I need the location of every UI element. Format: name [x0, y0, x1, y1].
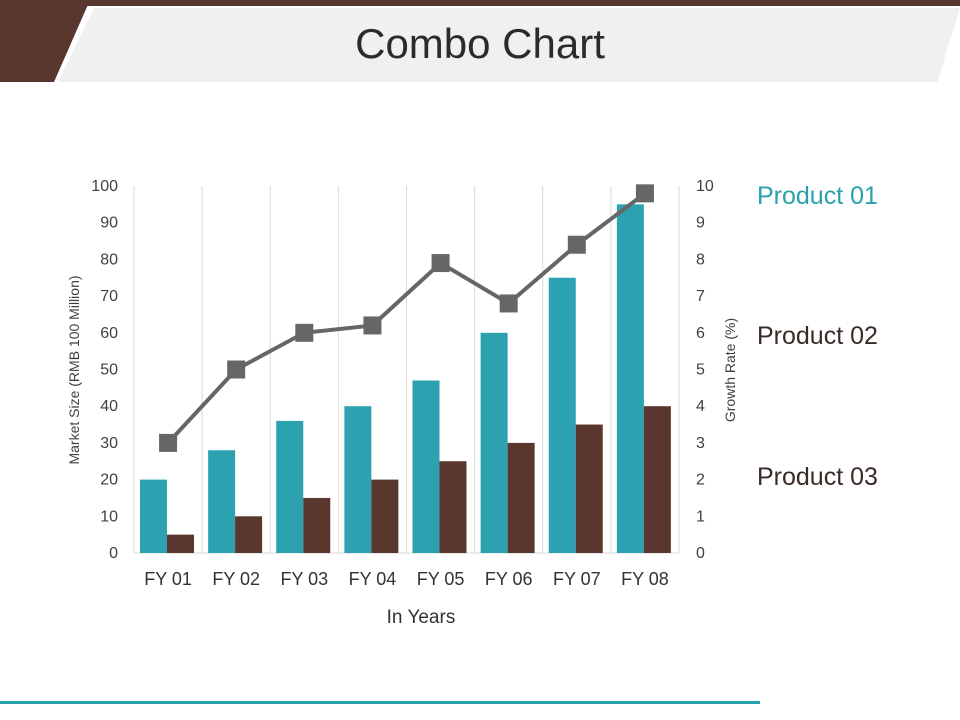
y2-tick-label: 8	[696, 251, 705, 268]
bar-product-02	[303, 497, 331, 553]
bar-product-01	[548, 277, 576, 553]
y-tick-label: 20	[100, 472, 118, 489]
y-tick-label: 80	[100, 251, 118, 268]
bar-product-02	[643, 406, 671, 553]
line-marker-product-03	[567, 235, 586, 254]
y-tick-label: 10	[100, 508, 118, 525]
x-tick-label: FY 07	[553, 569, 601, 589]
y-tick-label: 70	[100, 288, 118, 305]
line-marker-product-03	[499, 294, 518, 313]
x-tick-label: FY 01	[144, 569, 192, 589]
bar-product-02	[371, 479, 399, 553]
bar-product-02	[575, 424, 603, 553]
y-tick-label: 100	[91, 178, 118, 195]
y2-tick-label: 3	[696, 435, 705, 452]
title-band	[58, 8, 960, 82]
line-marker-product-03	[159, 433, 178, 452]
y2-tick-label: 7	[696, 288, 705, 305]
x-tick-label: FY 06	[485, 569, 533, 589]
bar-product-02	[507, 442, 535, 553]
bar-product-02	[439, 461, 467, 553]
line-marker-product-03	[227, 360, 246, 379]
x-tick-label: FY 05	[417, 569, 465, 589]
bar-product-01	[616, 204, 644, 553]
legend-item-product-02: Product 02	[757, 322, 878, 350]
y-tick-label: 60	[100, 325, 118, 342]
y2-tick-label: 4	[696, 398, 705, 415]
top-accent-strip	[0, 0, 960, 6]
y2-tick-label: 5	[696, 362, 705, 379]
line-marker-product-03	[635, 184, 654, 203]
x-tick-label: FY 03	[280, 569, 328, 589]
y-tick-label: 90	[100, 215, 118, 232]
bar-product-01	[344, 406, 372, 553]
line-marker-product-03	[363, 316, 382, 335]
y2-tick-label: 6	[696, 325, 705, 342]
line-marker-product-03	[295, 323, 314, 342]
y-axis-title: Market Size (RMB 100 Million)	[66, 275, 82, 464]
legend-item-product-03: Product 03	[757, 463, 878, 491]
legend-item-product-01: Product 01	[757, 182, 878, 210]
y2-tick-label: 0	[696, 545, 705, 562]
y2-axis-title: Growth Rate (%)	[722, 318, 738, 422]
x-axis-title: In Years	[387, 607, 456, 628]
y-tick-label: 50	[100, 362, 118, 379]
y-tick-label: 0	[109, 545, 118, 562]
page-title: Combo Chart	[355, 20, 605, 67]
bar-product-01	[208, 450, 236, 553]
line-marker-product-03	[431, 254, 450, 273]
x-tick-label: FY 02	[212, 569, 260, 589]
line-product-03	[166, 191, 647, 445]
bar-product-01	[412, 380, 440, 553]
bar-product-01	[276, 420, 304, 553]
y-tick-label: 40	[100, 398, 118, 415]
y-tick-label: 30	[100, 435, 118, 452]
bar-product-01	[480, 332, 508, 553]
y2-tick-label: 2	[696, 472, 705, 489]
y2-tick-label: 10	[696, 178, 714, 195]
x-tick-label: FY 08	[621, 569, 669, 589]
bar-product-02	[167, 534, 194, 553]
x-tick-label: FY 04	[349, 569, 397, 589]
y2-tick-label: 1	[696, 508, 705, 525]
bar-product-01	[140, 479, 167, 553]
y2-tick-label: 9	[696, 215, 705, 232]
bottom-accent-line	[0, 701, 760, 704]
bar-product-02	[235, 516, 263, 553]
